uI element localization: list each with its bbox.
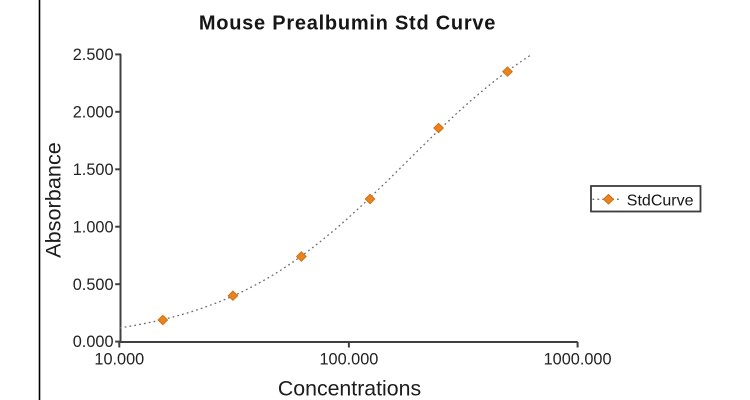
svg-text:1.000: 1.000 [73,218,114,236]
svg-text:Mouse Prealbumin Std Curve: Mouse Prealbumin Std Curve [199,13,496,35]
svg-text:StdCurve: StdCurve [627,193,694,210]
svg-text:1.500: 1.500 [73,161,114,179]
svg-text:10.000: 10.000 [94,351,144,369]
svg-text:0.000: 0.000 [73,333,114,351]
svg-text:0.500: 0.500 [73,276,114,294]
svg-text:2.000: 2.000 [73,103,114,121]
svg-text:2.500: 2.500 [73,46,114,64]
svg-text:Concentrations: Concentrations [278,377,421,400]
svg-text:100.000: 100.000 [319,351,378,369]
svg-text:Absorbance: Absorbance [41,142,66,258]
svg-text:1000.000: 1000.000 [544,351,612,369]
